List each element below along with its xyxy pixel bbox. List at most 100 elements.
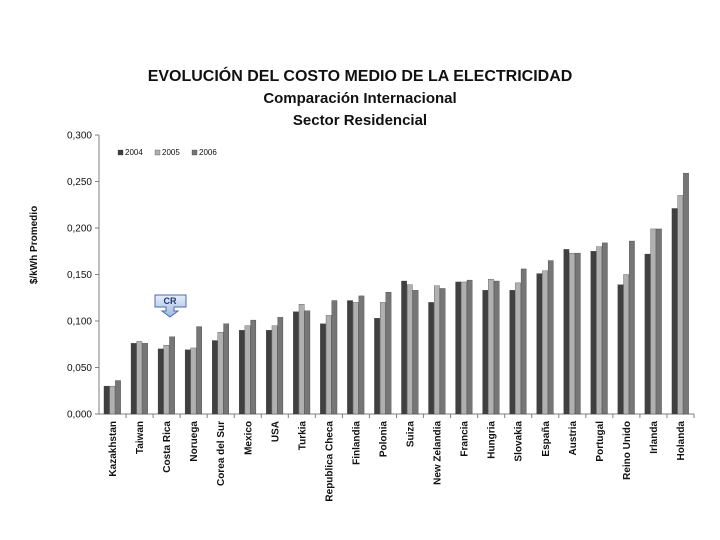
bar-2005 [136, 341, 143, 415]
bar-2006 [250, 319, 257, 415]
legend-swatch-2004 [117, 149, 124, 156]
x-tick-label: Hungria [487, 421, 498, 459]
bar-2004 [590, 251, 597, 415]
x-tick-label: Irlanda [649, 421, 660, 454]
bar-2004 [184, 349, 191, 415]
chart-title-block: EVOLUCIÓN DEL COSTO MEDIO DE LA ELECTRIC… [80, 66, 640, 132]
bar-2005 [271, 325, 278, 415]
bar-2006 [520, 268, 527, 415]
bar-2004 [455, 281, 462, 415]
bar-2004 [266, 330, 272, 415]
bar-2004 [644, 253, 651, 415]
bar-2004 [239, 330, 245, 415]
x-tick-label: Reino Unido [622, 421, 633, 480]
bar-2006 [115, 380, 121, 415]
x-tick-label: Austria [568, 421, 579, 456]
x-tick-label: New Zelandia [433, 421, 444, 485]
bar-2006 [142, 343, 148, 415]
bar-2006 [223, 323, 230, 415]
x-tick-group: Kazakhstan Taiwan Costa Rica Noruega Corea d… [108, 414, 695, 502]
bar-2005 [677, 195, 684, 415]
bar-2005 [352, 302, 359, 415]
bar-2004 [536, 273, 543, 415]
bar-2005 [461, 281, 467, 415]
bar-2005 [109, 385, 116, 415]
chart-subtitle: Comparación Internacional [263, 90, 457, 107]
bar-2005 [163, 345, 170, 415]
y-tick-group: 0,000 0,050 0,100 0,150 0,200 0,250 0,300 [67, 131, 99, 421]
y-tick-label: 0,200 [67, 224, 92, 235]
y-tick-label: 0,100 [67, 317, 92, 328]
bar-2005 [623, 274, 629, 415]
bar-2004 [671, 208, 678, 415]
x-tick-label: Finlandia [351, 421, 362, 465]
bar-2004 [482, 290, 489, 415]
x-tick-label: Suiza [406, 421, 417, 448]
x-tick-label: Portugal [595, 421, 606, 462]
bar-2005 [650, 228, 657, 415]
x-tick-label: Taiwan [135, 421, 146, 454]
x-tick-label: Corea del Sur [216, 421, 227, 486]
bar-2006 [439, 288, 446, 415]
bar-2006 [385, 292, 392, 415]
bar-2005 [515, 282, 521, 415]
bar-2005 [488, 278, 494, 415]
bar-2004 [212, 340, 218, 415]
cr-callout: CR [154, 294, 187, 318]
x-tick-label: USA [270, 421, 281, 442]
chart-subtitle-sector: Sector Residencial [292, 112, 428, 129]
bar-2006 [574, 252, 581, 415]
bar-2005 [379, 302, 386, 415]
x-tick-label: Holanda [676, 421, 687, 461]
cr-callout-label: CR [164, 296, 177, 306]
y-tick-label: 0,000 [67, 410, 92, 421]
x-tick-label: Francia [460, 421, 471, 457]
bar-2006 [629, 240, 635, 415]
legend-label-2004: 2004 [125, 148, 143, 157]
bar-2005 [325, 315, 332, 415]
bar-2004 [617, 284, 624, 415]
bar-2004 [401, 280, 407, 415]
y-tick-label: 0,050 [67, 363, 92, 374]
bar-2005 [407, 284, 413, 415]
bar-2005 [244, 325, 251, 415]
chart-title: EVOLUCIÓN DEL COSTO MEDIO DE LA ELECTRIC… [147, 68, 573, 85]
legend: 2004 2005 2006 [117, 148, 217, 157]
bar-2006 [331, 300, 338, 415]
legend-label-2005: 2005 [162, 148, 180, 157]
bar-2004 [347, 300, 353, 415]
bar-2006 [466, 279, 473, 415]
bar-2006 [196, 326, 202, 415]
y-tick-label: 0,150 [67, 270, 92, 281]
bar-2006 [412, 290, 419, 415]
bar-2006 [277, 317, 284, 415]
x-tick-label: Republica Checa [324, 421, 335, 502]
bar-2004 [428, 302, 434, 415]
bar-2005 [217, 332, 224, 415]
bar-2005 [434, 285, 440, 415]
legend-label-2006: 2006 [199, 148, 217, 157]
bar-2006 [304, 310, 311, 415]
bar-group [103, 172, 689, 415]
y-tick-label: 0,300 [67, 131, 92, 142]
bar-2005 [596, 246, 602, 415]
bar-2006 [683, 172, 689, 415]
bar-2005 [190, 347, 197, 415]
cr-callout-shape [154, 294, 187, 318]
bar-2006 [169, 336, 175, 415]
x-tick-label: Polonia [378, 421, 389, 458]
bar-2006 [547, 260, 554, 415]
bar-2005 [298, 304, 305, 415]
bar-2004 [374, 318, 380, 415]
bar-2006 [358, 295, 365, 415]
bar-2004 [509, 290, 516, 415]
y-axis-label: $/kWh Promedio [29, 206, 40, 284]
bar-2006 [602, 242, 608, 415]
x-tick-label: Noruega [189, 421, 200, 462]
bar-2004 [563, 249, 570, 415]
bar-2004 [157, 348, 164, 415]
bar-2005 [569, 252, 575, 415]
bar-2004 [130, 343, 137, 415]
y-tick-label: 0,250 [67, 177, 92, 188]
